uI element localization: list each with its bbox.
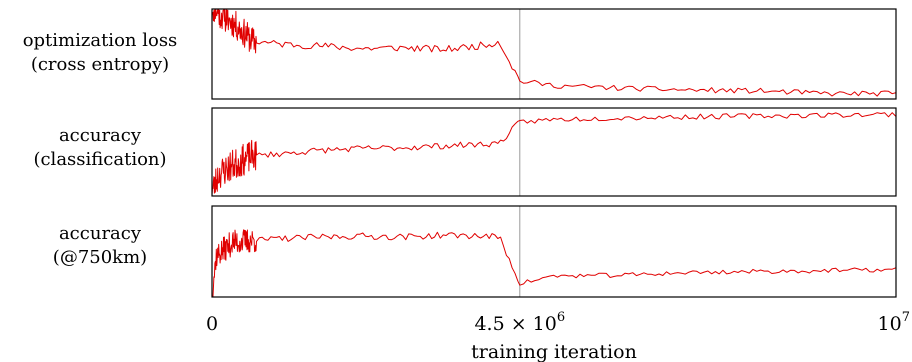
panel-1-label-line-1: optimization loss <box>22 30 178 51</box>
panel-3-frame <box>211 205 897 298</box>
panel-1-label: optimization loss (cross entropy) <box>0 29 200 77</box>
panel-1-series-line <box>212 9 896 97</box>
panel-3-series-line <box>212 229 896 297</box>
panel-1-label-line-2: (cross entropy) <box>30 54 170 75</box>
x-tick-label-1: 0 <box>206 313 218 335</box>
x-axis-title: training iteration <box>471 341 637 362</box>
panel-3-label: accuracy (@750km) <box>0 222 200 270</box>
panel-2-series-line <box>212 112 896 196</box>
panel-2-label-line-2: (classification) <box>33 149 167 170</box>
panel-3-label-line-2: (@750km) <box>52 247 148 268</box>
panel-2-frame <box>211 107 897 197</box>
x-tick-label-2: 4.5 × 106 <box>474 310 565 335</box>
panel-2-label: accuracy (classification) <box>0 124 200 172</box>
x-tick-label-3: 107 <box>878 310 910 335</box>
panel-2-label-line-1: accuracy <box>58 125 142 146</box>
panel-3-label-line-1: accuracy <box>58 223 142 244</box>
panel-1-frame <box>211 8 897 100</box>
